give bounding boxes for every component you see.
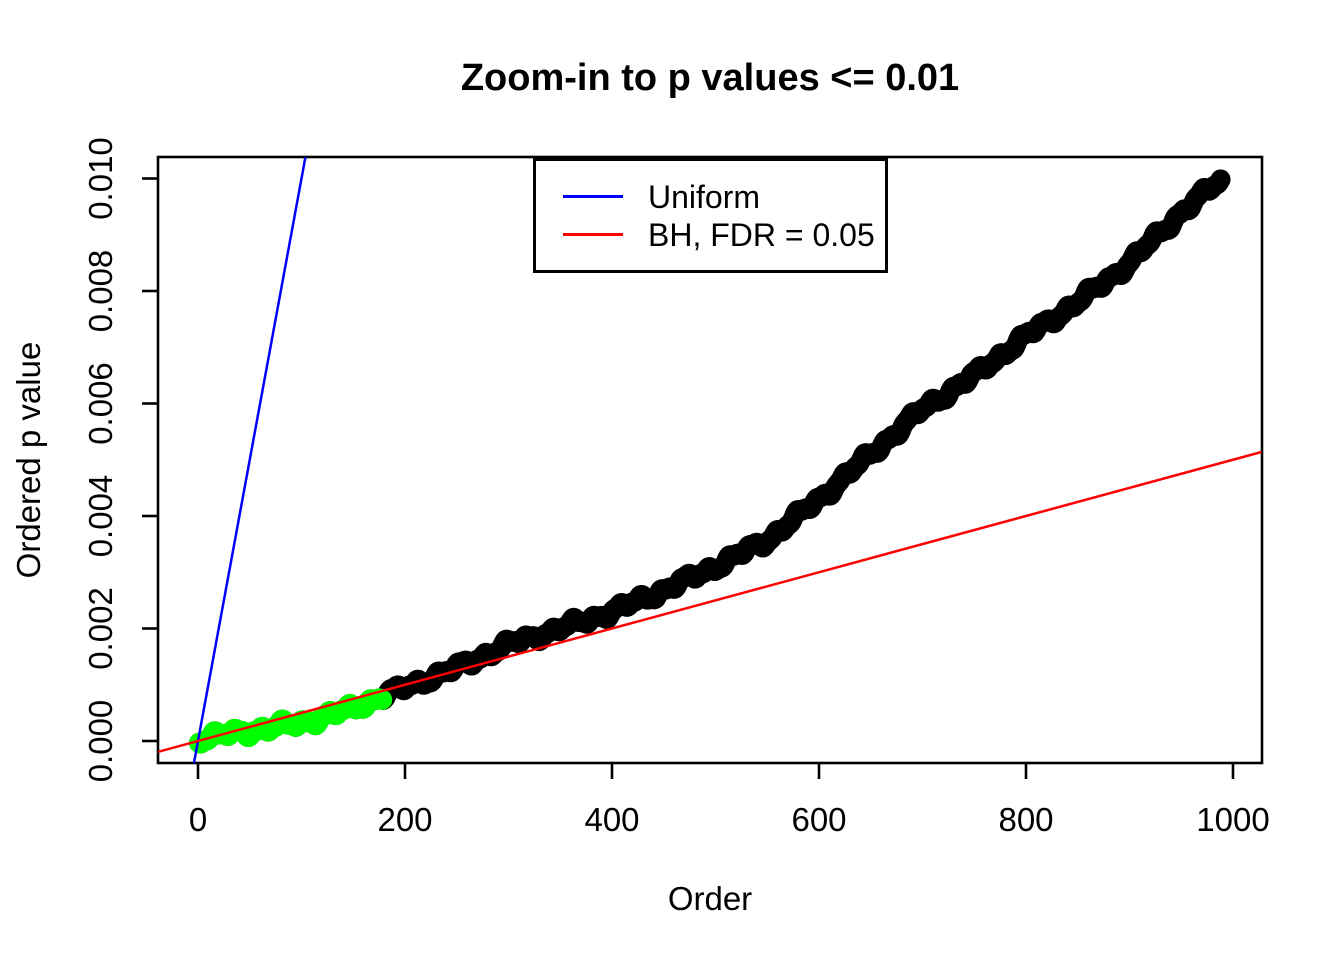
legend-label-bh: BH, FDR = 0.05 — [648, 217, 875, 253]
x-tick-label: 200 — [377, 801, 432, 838]
y-tick-label: 0.004 — [82, 475, 119, 558]
chart-title: Zoom-in to p values <= 0.01 — [460, 57, 960, 99]
x-tick-label: 600 — [791, 801, 846, 838]
x-tick-label: 800 — [998, 801, 1053, 838]
x-tick-label: 1000 — [1196, 801, 1269, 838]
y-tick-label: 0.010 — [82, 137, 119, 220]
bh-significant-points — [189, 688, 393, 754]
x-axis: 0 200 400 600 800 1000 — [189, 763, 1270, 838]
bh-threshold-line — [158, 450, 1262, 754]
legend-line-bh — [563, 233, 623, 236]
y-tick-label: 0.002 — [82, 587, 119, 670]
x-tick-label: 400 — [584, 801, 639, 838]
uniform-expectation-line — [192, 157, 307, 763]
y-axis: 0.000 0.002 0.004 0.006 0.008 0.010 — [82, 137, 158, 782]
legend-line-uniform — [563, 195, 623, 198]
y-tick-label: 0.000 — [82, 700, 119, 783]
legend: Uniform BH, FDR = 0.05 — [533, 158, 888, 273]
x-tick-label: 0 — [189, 801, 207, 838]
reference-lines — [158, 157, 1262, 763]
legend-label-uniform: Uniform — [648, 179, 761, 215]
plot-box — [156, 155, 1264, 765]
y-tick-label: 0.008 — [82, 250, 119, 333]
y-axis-title: Ordered p value — [10, 341, 47, 579]
y-tick-label: 0.006 — [82, 362, 119, 445]
x-axis-title: Order — [667, 880, 753, 917]
